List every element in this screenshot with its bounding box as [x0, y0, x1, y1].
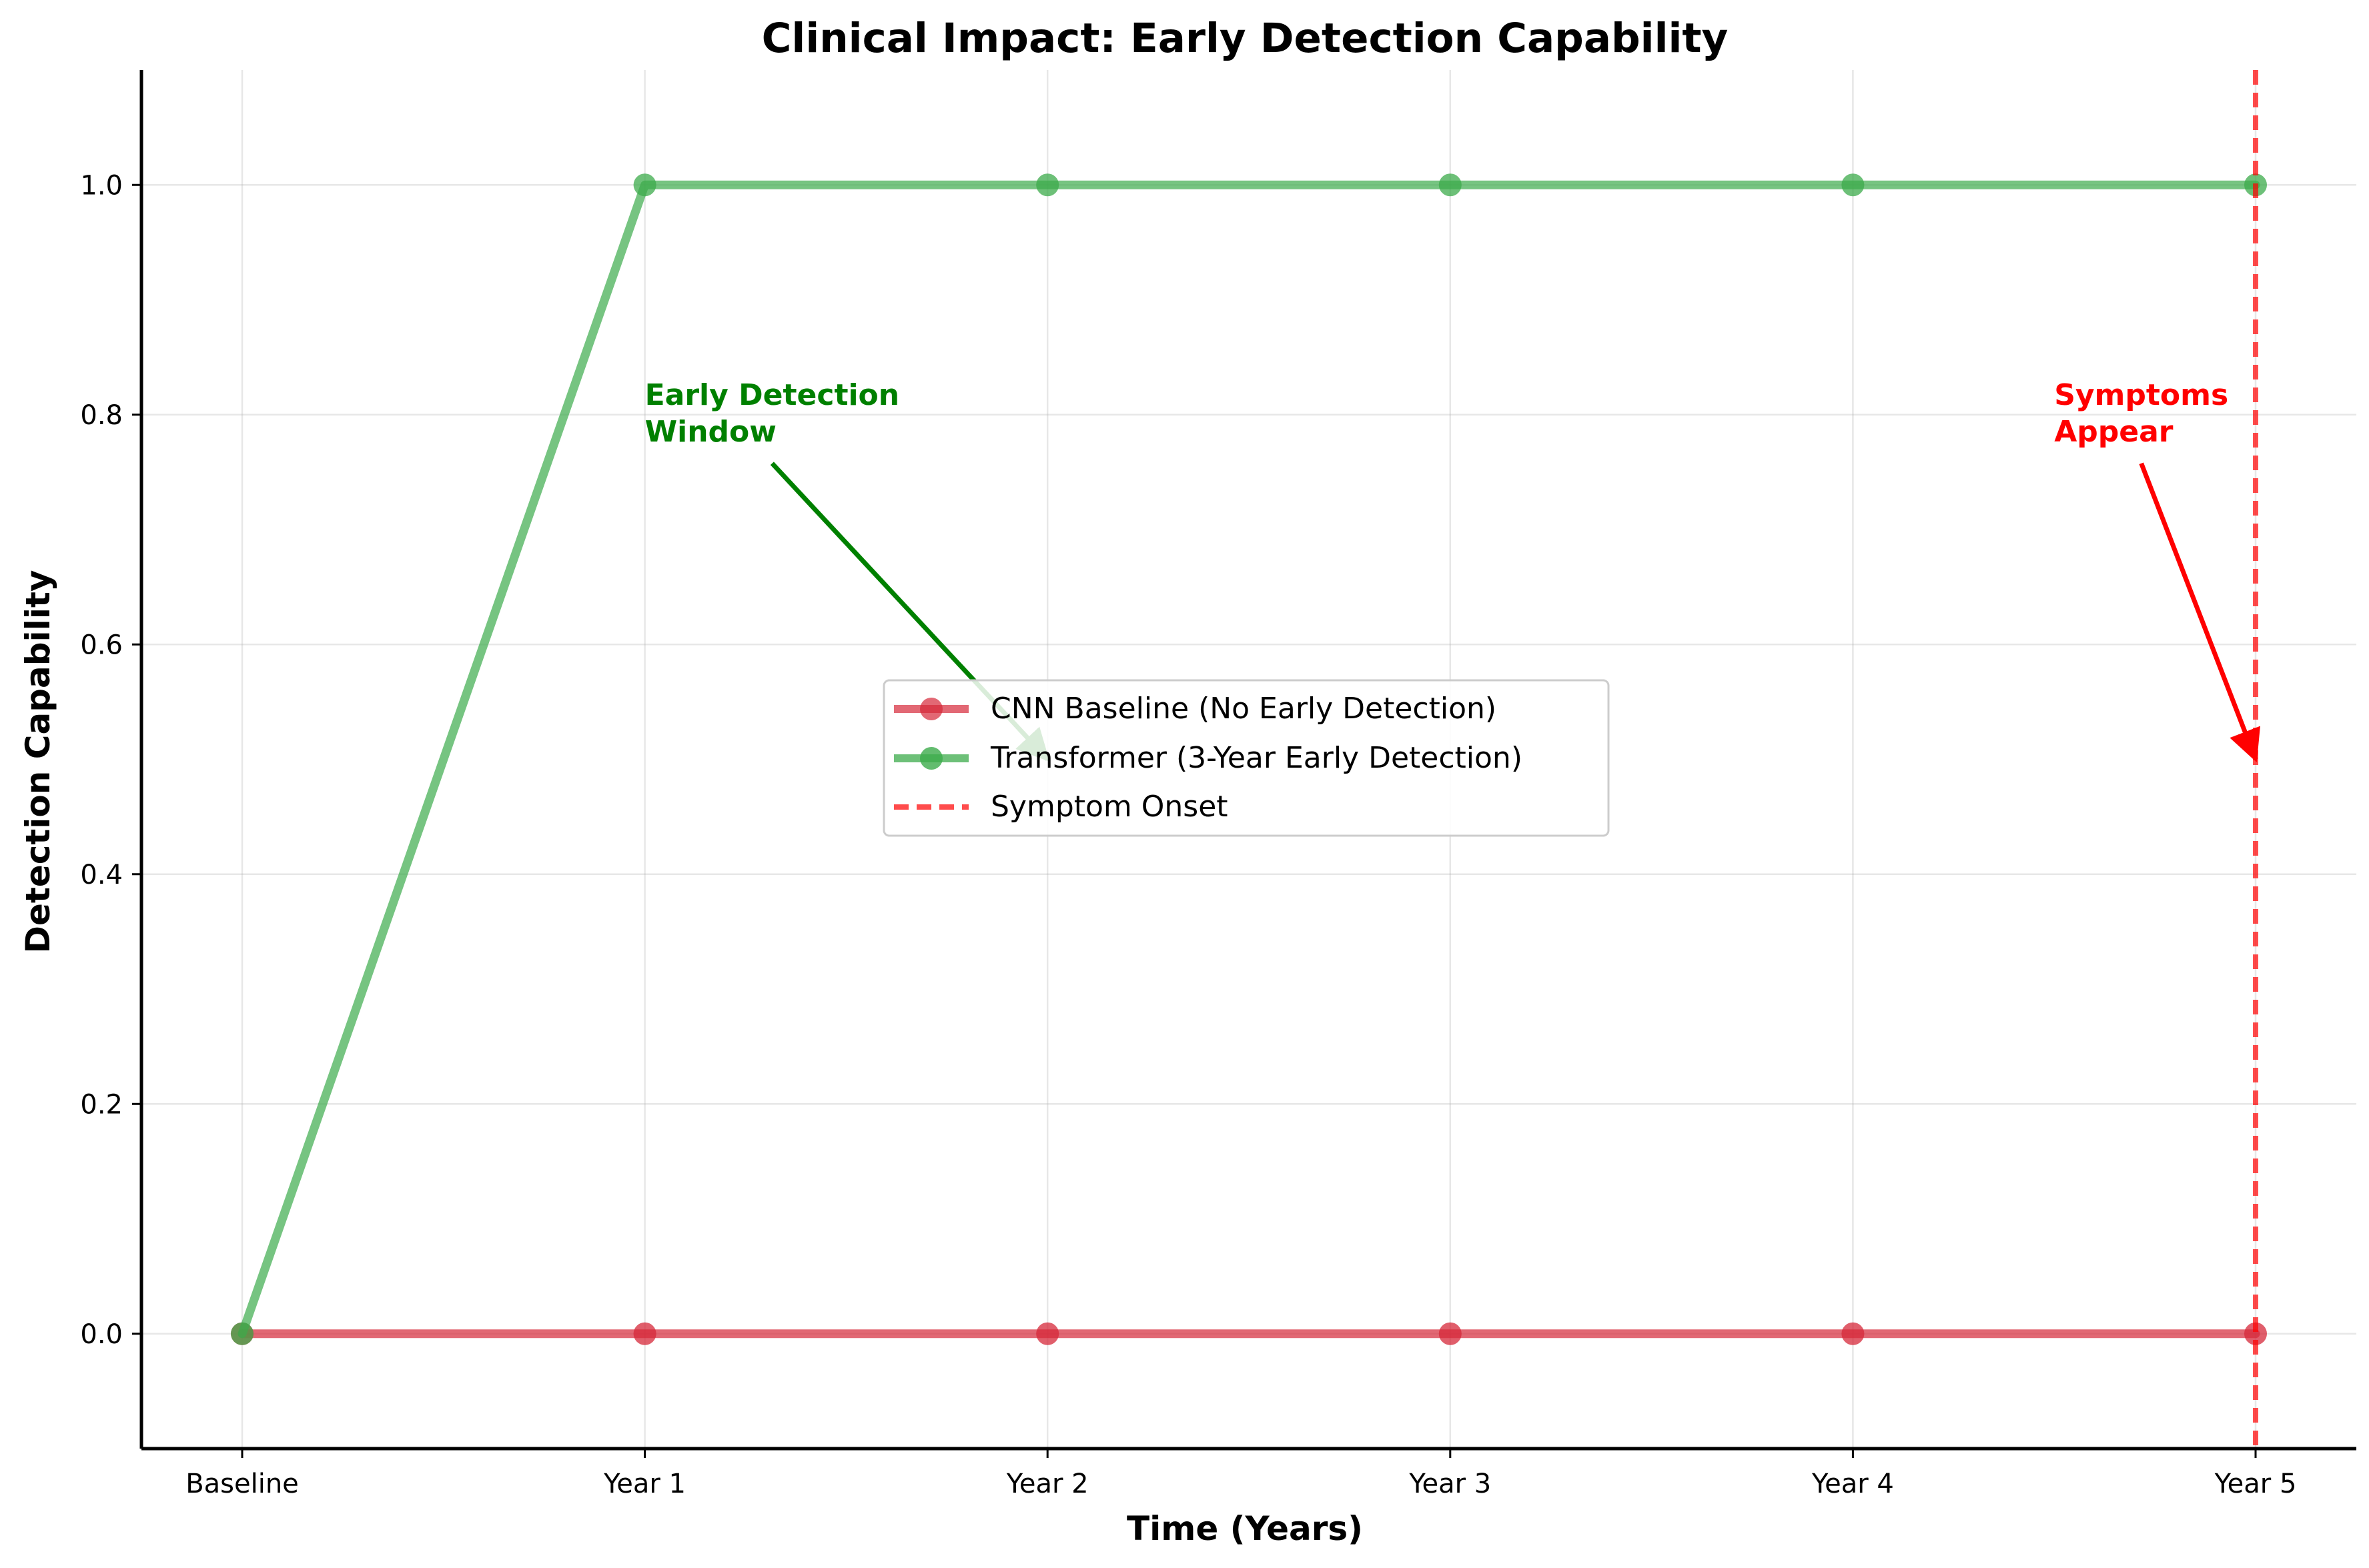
- x-axis-ticks: Baseline Year 1 Year 2 Year 3 Year 4 Year 5: [185, 1449, 2296, 1499]
- data-point-transformer: [1036, 173, 1059, 197]
- data-point-cnn: [1841, 1322, 1865, 1345]
- x-axis-title: Time (Years): [1127, 1509, 1363, 1548]
- y-axis-ticks: 0.0 0.2 0.4 0.6 0.8 1.0: [80, 170, 141, 1350]
- chart-title: Clinical Impact: Early Detection Capabil…: [762, 15, 1729, 62]
- y-tick-label: 0.0: [80, 1319, 123, 1350]
- legend: CNN Baseline (No Early Detection) Transf…: [883, 679, 1610, 837]
- legend-label-cnn: CNN Baseline (No Early Detection): [991, 692, 1496, 726]
- data-point-transformer: [633, 173, 656, 197]
- annotation-line: Symptoms: [2054, 378, 2228, 412]
- annotation-line: Window: [645, 415, 777, 449]
- legend-label-symptom-onset: Symptom Onset: [991, 790, 1228, 824]
- legend-marker-cnn: [920, 698, 943, 720]
- y-tick-label: 0.6: [80, 630, 123, 660]
- x-tick-label: Year 5: [2214, 1469, 2297, 1499]
- y-tick-label: 0.4: [80, 860, 123, 890]
- data-point-transformer: [1841, 173, 1865, 197]
- annotation-line: Early Detection: [645, 378, 900, 412]
- x-tick-label: Year 4: [1811, 1469, 1894, 1499]
- data-point-cnn: [1438, 1322, 1462, 1345]
- data-point-transformer: [231, 1322, 254, 1345]
- annotation-arrow-symptoms: [2139, 462, 2260, 763]
- data-point-cnn: [1036, 1322, 1059, 1345]
- x-tick-label: Year 3: [1408, 1469, 1491, 1499]
- y-tick-label: 0.8: [80, 400, 123, 431]
- series-layer: [231, 173, 2267, 1345]
- data-point-transformer: [1438, 173, 1462, 197]
- y-tick-label: 0.2: [80, 1089, 123, 1120]
- annotation-text-early-detection: Early Detection Window: [645, 378, 900, 449]
- legend-box: [883, 679, 1610, 837]
- data-point-cnn: [2244, 1322, 2267, 1345]
- y-tick-label: 1.0: [80, 170, 123, 201]
- annotation-line: Appear: [2054, 415, 2174, 449]
- data-point-cnn: [633, 1322, 656, 1345]
- legend-label-transformer: Transformer (3-Year Early Detection): [990, 741, 1522, 775]
- x-tick-label: Year 1: [603, 1469, 686, 1499]
- y-axis-title: Detection Capability: [19, 570, 57, 954]
- series-line-transformer: [238, 180, 2260, 1339]
- x-tick-label: Baseline: [185, 1469, 299, 1499]
- legend-marker-transformer: [920, 747, 943, 770]
- annotation-text-symptoms: Symptoms Appear: [2054, 378, 2228, 449]
- x-tick-label: Year 2: [1006, 1469, 1089, 1499]
